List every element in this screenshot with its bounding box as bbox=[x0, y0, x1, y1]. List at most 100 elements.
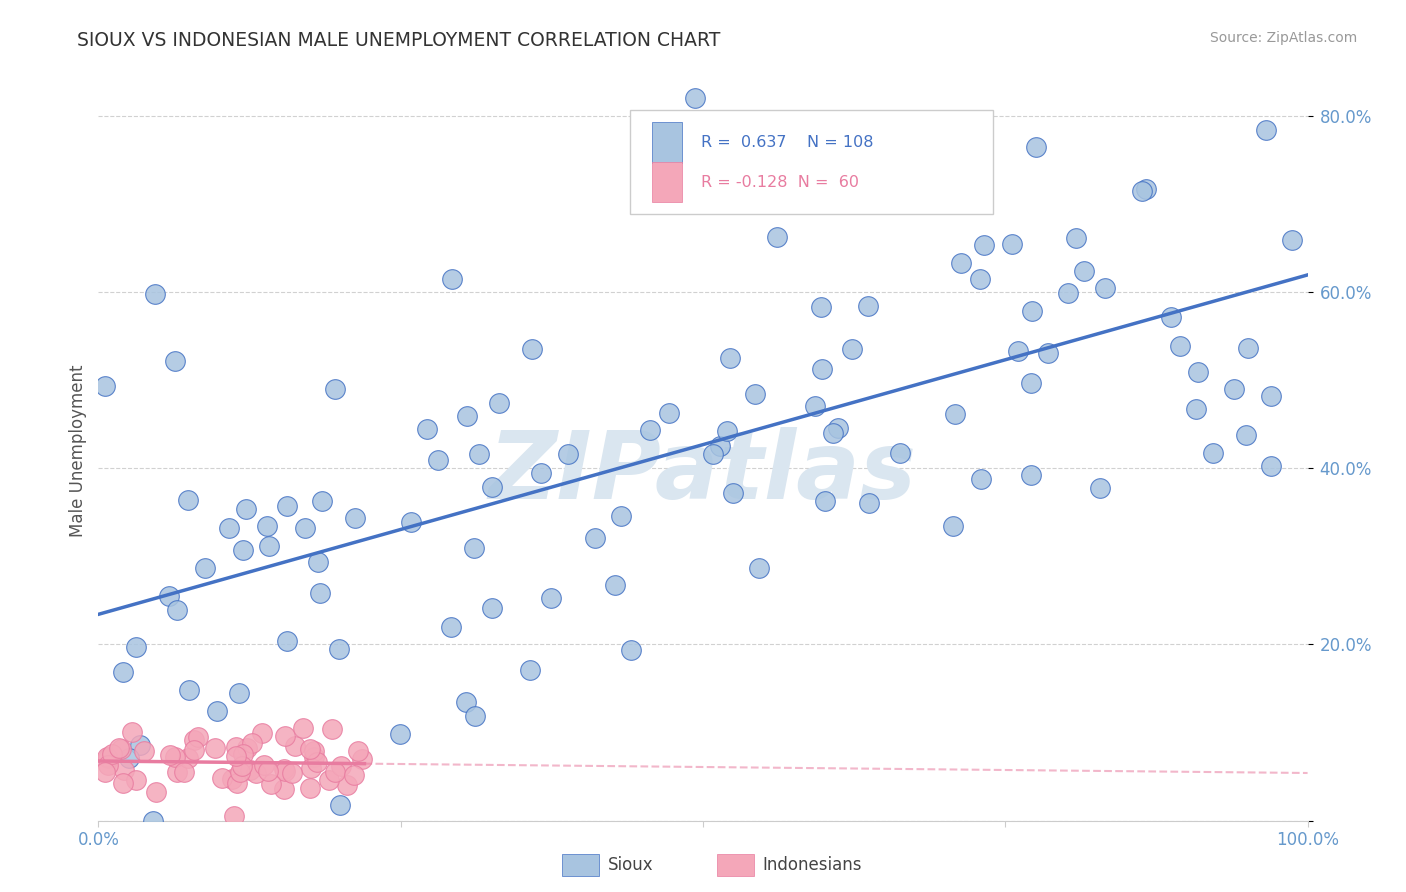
Point bbox=[1021, 303, 1043, 318]
Point bbox=[1064, 231, 1087, 245]
Point bbox=[292, 721, 315, 735]
Text: Indonesians: Indonesians bbox=[762, 856, 862, 874]
Point bbox=[638, 423, 661, 437]
Point bbox=[1237, 342, 1260, 356]
Point bbox=[108, 741, 131, 756]
Point bbox=[284, 739, 307, 754]
Point bbox=[1187, 365, 1209, 379]
Point bbox=[803, 399, 825, 413]
Point bbox=[1202, 446, 1225, 460]
Point bbox=[121, 725, 143, 739]
Point bbox=[1057, 285, 1080, 300]
Point bbox=[658, 406, 681, 420]
Point bbox=[716, 424, 738, 438]
Point bbox=[1254, 123, 1277, 137]
Point bbox=[177, 493, 200, 508]
Point bbox=[748, 561, 770, 575]
Point bbox=[557, 447, 579, 461]
Point bbox=[211, 771, 233, 785]
Point bbox=[685, 91, 707, 105]
Point bbox=[702, 447, 724, 461]
Point bbox=[519, 663, 541, 677]
Point bbox=[943, 407, 966, 421]
Point bbox=[232, 543, 254, 558]
Point bbox=[344, 511, 367, 525]
Point bbox=[350, 752, 373, 766]
Point bbox=[183, 732, 205, 747]
Point bbox=[273, 781, 295, 796]
Point bbox=[821, 426, 844, 441]
Point bbox=[856, 298, 879, 312]
Point bbox=[260, 777, 283, 791]
Point bbox=[177, 683, 200, 698]
Point bbox=[914, 192, 936, 206]
Point bbox=[1234, 428, 1257, 442]
Point bbox=[343, 767, 366, 781]
Point bbox=[973, 237, 995, 252]
Point bbox=[709, 439, 731, 453]
Point bbox=[440, 272, 463, 286]
Point bbox=[1090, 481, 1112, 495]
Point bbox=[125, 640, 148, 654]
Y-axis label: Male Unemployment: Male Unemployment bbox=[69, 364, 87, 537]
Point bbox=[1073, 264, 1095, 278]
Point bbox=[307, 756, 329, 770]
Point bbox=[253, 758, 276, 772]
Point bbox=[1036, 346, 1059, 360]
Text: SIOUX VS INDONESIAN MALE UNEMPLOYMENT CORRELATION CHART: SIOUX VS INDONESIAN MALE UNEMPLOYMENT CO… bbox=[77, 31, 721, 50]
Point bbox=[194, 560, 217, 574]
Point bbox=[132, 744, 155, 758]
Point bbox=[129, 738, 152, 752]
Point bbox=[159, 747, 181, 762]
Point bbox=[1135, 182, 1157, 196]
Point bbox=[245, 765, 267, 780]
Point bbox=[302, 744, 325, 758]
Point bbox=[329, 797, 352, 812]
Point bbox=[177, 751, 200, 765]
Point bbox=[1260, 389, 1282, 403]
Point bbox=[276, 634, 298, 648]
Point bbox=[112, 763, 135, 777]
Point bbox=[280, 766, 302, 780]
Point bbox=[273, 762, 295, 776]
Point bbox=[605, 577, 627, 591]
Point bbox=[240, 736, 263, 750]
Point bbox=[143, 286, 166, 301]
Point bbox=[307, 556, 329, 570]
Point bbox=[328, 642, 350, 657]
Point bbox=[311, 493, 333, 508]
Point bbox=[609, 509, 631, 524]
Point bbox=[221, 772, 243, 786]
Point bbox=[439, 620, 461, 634]
Point bbox=[205, 704, 228, 718]
Point bbox=[766, 230, 789, 244]
Point bbox=[1094, 281, 1116, 295]
Point bbox=[1185, 401, 1208, 416]
Point bbox=[969, 272, 991, 286]
Point bbox=[257, 539, 280, 553]
Point bbox=[318, 773, 340, 788]
Point bbox=[811, 362, 834, 376]
Point bbox=[744, 386, 766, 401]
Point bbox=[183, 742, 205, 756]
Point bbox=[827, 420, 849, 434]
Point bbox=[456, 695, 478, 709]
Point bbox=[325, 382, 347, 396]
Point bbox=[463, 541, 485, 555]
Point bbox=[347, 744, 370, 758]
Point bbox=[309, 586, 332, 600]
Point bbox=[481, 480, 503, 494]
Point bbox=[142, 814, 165, 828]
Point bbox=[145, 785, 167, 799]
Point bbox=[96, 750, 118, 764]
Point bbox=[330, 759, 353, 773]
Point bbox=[323, 765, 346, 780]
Point bbox=[810, 300, 832, 314]
Point bbox=[110, 741, 132, 756]
Point bbox=[118, 751, 141, 765]
Point bbox=[720, 351, 742, 366]
Point bbox=[231, 758, 253, 772]
Point bbox=[224, 809, 246, 823]
Point bbox=[226, 776, 249, 790]
Point bbox=[229, 765, 252, 780]
